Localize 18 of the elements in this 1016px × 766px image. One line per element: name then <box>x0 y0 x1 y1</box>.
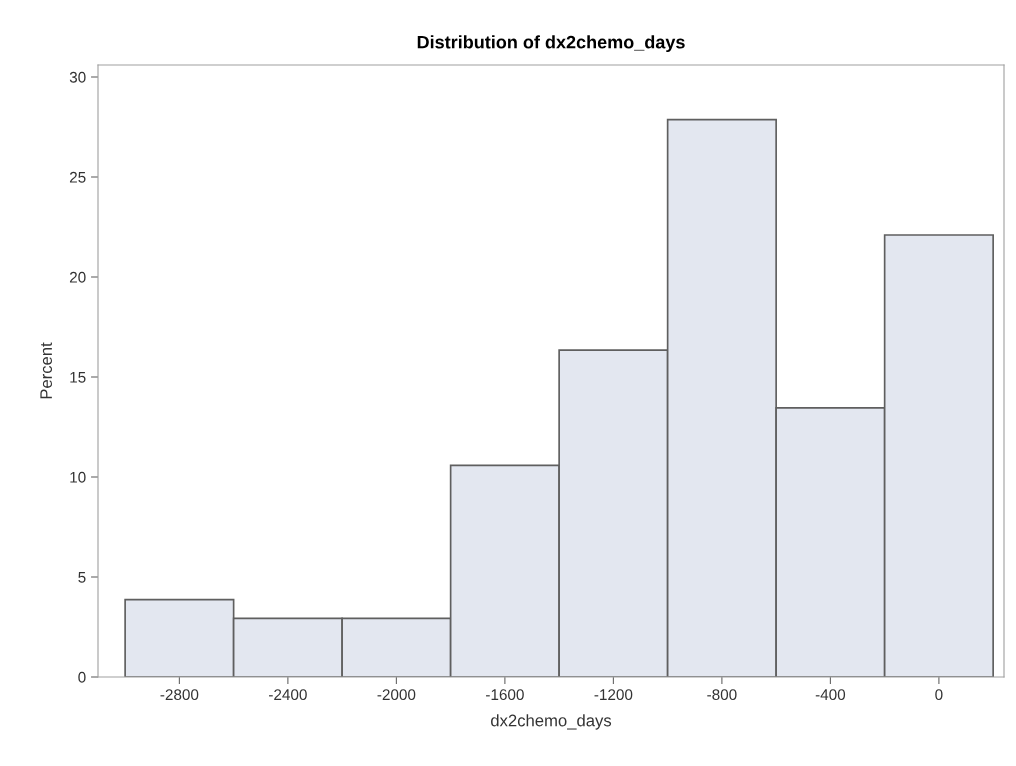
y-axis-title: Percent <box>40 342 53 399</box>
y-tick-label: 25 <box>69 171 86 183</box>
y-tick-label: 30 <box>69 71 86 83</box>
x-tick-label: -1600 <box>486 689 524 701</box>
x-axis-title: dx2chemo_days <box>491 714 612 730</box>
chart-title: Distribution of dx2chemo_days <box>417 35 685 53</box>
y-tick-label: 20 <box>69 271 86 283</box>
y-tick-label: 5 <box>78 572 86 583</box>
x-tick-label: -400 <box>815 689 846 701</box>
x-tick-label: -2000 <box>377 689 416 701</box>
y-tick-label: 15 <box>70 372 86 383</box>
x-tick-label: 0 <box>935 689 943 701</box>
x-tick-label: -2400 <box>269 689 307 701</box>
y-tick-label: 0 <box>78 671 86 683</box>
x-tick-label: -800 <box>707 689 737 701</box>
y-tick-label: 10 <box>70 471 86 483</box>
x-tick-label: -1200 <box>594 689 633 701</box>
x-tick-label: -2800 <box>160 689 199 701</box>
